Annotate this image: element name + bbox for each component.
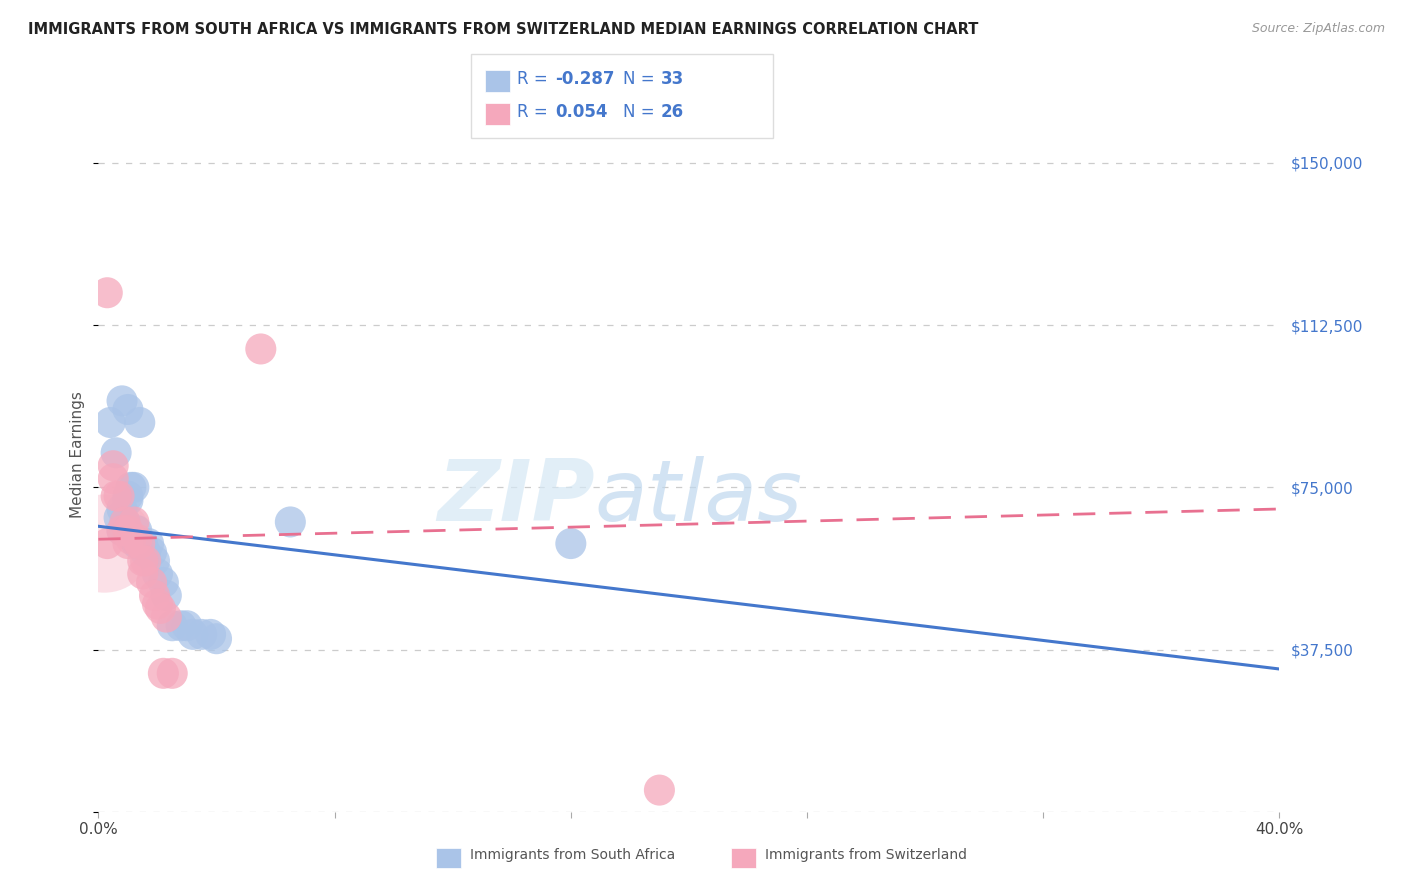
Point xyxy=(98,416,121,430)
Point xyxy=(162,666,183,681)
Point xyxy=(146,566,169,581)
Point xyxy=(141,575,163,590)
Point xyxy=(111,524,134,538)
Point xyxy=(648,783,671,797)
Point xyxy=(111,393,134,408)
Point xyxy=(152,575,174,590)
Point xyxy=(200,627,222,641)
Point xyxy=(132,566,155,581)
Point xyxy=(278,515,302,529)
Point xyxy=(162,619,183,633)
Text: Immigrants from Switzerland: Immigrants from Switzerland xyxy=(765,848,967,863)
Text: ZIP: ZIP xyxy=(437,456,595,540)
Text: Source: ZipAtlas.com: Source: ZipAtlas.com xyxy=(1251,22,1385,36)
Point xyxy=(105,489,128,503)
Point xyxy=(250,342,273,356)
Y-axis label: Median Earnings: Median Earnings xyxy=(70,392,86,518)
Point xyxy=(170,619,193,633)
Text: R =: R = xyxy=(517,70,554,87)
Point xyxy=(108,489,131,503)
Point xyxy=(105,446,128,460)
Text: 26: 26 xyxy=(661,103,683,120)
Point xyxy=(103,458,125,473)
Point xyxy=(176,619,198,633)
Point xyxy=(143,554,166,568)
Point xyxy=(125,536,148,550)
Point xyxy=(135,545,157,559)
Point xyxy=(205,632,228,646)
Point xyxy=(120,480,142,494)
Point xyxy=(111,524,134,538)
Point xyxy=(181,627,204,641)
Point xyxy=(128,536,150,550)
Point xyxy=(122,515,145,529)
Point xyxy=(560,536,582,550)
Point xyxy=(132,536,155,550)
Point xyxy=(122,533,145,547)
Point xyxy=(143,589,166,603)
Text: atlas: atlas xyxy=(595,456,803,540)
Point xyxy=(117,493,139,508)
Point xyxy=(117,489,139,503)
Point xyxy=(149,601,172,615)
Point xyxy=(128,416,150,430)
Point xyxy=(155,589,177,603)
Text: 33: 33 xyxy=(661,70,685,87)
Point xyxy=(155,610,177,624)
Point xyxy=(125,524,148,538)
Point xyxy=(117,536,139,550)
Point xyxy=(114,515,136,529)
Point xyxy=(152,666,174,681)
Point xyxy=(103,472,125,486)
Point xyxy=(111,502,134,516)
Point xyxy=(96,285,118,300)
Point xyxy=(141,545,163,559)
Point xyxy=(146,597,169,611)
Point xyxy=(138,536,160,550)
Point xyxy=(96,536,118,550)
Text: R =: R = xyxy=(517,103,554,120)
Text: 0.054: 0.054 xyxy=(555,103,607,120)
Point xyxy=(117,524,139,538)
Point xyxy=(108,510,131,524)
Text: N =: N = xyxy=(623,70,659,87)
Point xyxy=(120,533,142,547)
Point xyxy=(132,554,155,568)
Point xyxy=(117,402,139,417)
Point xyxy=(114,515,136,529)
Text: N =: N = xyxy=(623,103,659,120)
Text: Immigrants from South Africa: Immigrants from South Africa xyxy=(470,848,675,863)
Point xyxy=(125,533,148,547)
Text: IMMIGRANTS FROM SOUTH AFRICA VS IMMIGRANTS FROM SWITZERLAND MEDIAN EARNINGS CORR: IMMIGRANTS FROM SOUTH AFRICA VS IMMIGRAN… xyxy=(28,22,979,37)
Point xyxy=(191,627,214,641)
Point xyxy=(122,480,145,494)
Text: -0.287: -0.287 xyxy=(555,70,614,87)
Point xyxy=(93,536,115,550)
Point xyxy=(135,554,157,568)
